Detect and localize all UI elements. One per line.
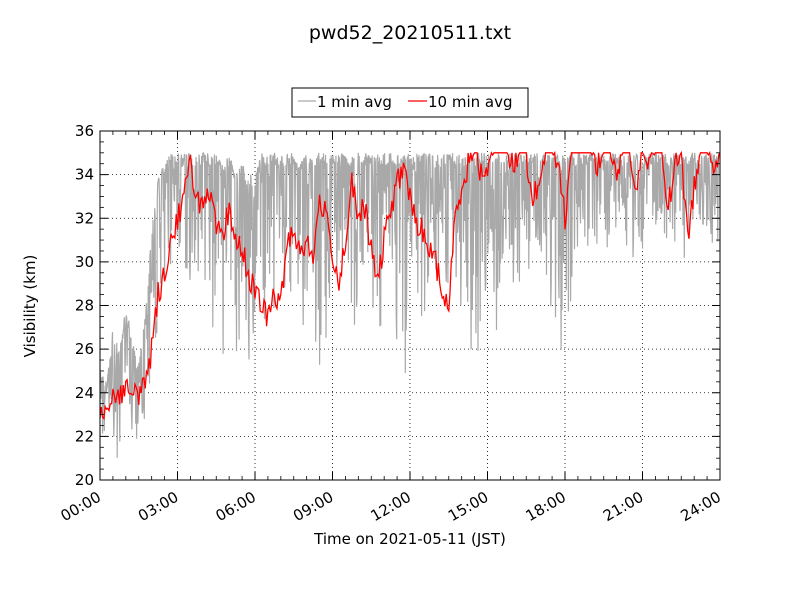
x-tick-label: 21:00 bbox=[600, 488, 646, 525]
x-tick-label: 09:00 bbox=[290, 488, 336, 525]
series-line-10min-avg bbox=[99, 150, 721, 420]
y-tick-label: 28 bbox=[75, 297, 94, 315]
y-axis-label: Visibility (km) bbox=[21, 255, 39, 358]
x-tick-label: 24:00 bbox=[678, 488, 724, 525]
y-tick-label: 32 bbox=[75, 209, 94, 227]
x-tick-label: 15:00 bbox=[445, 488, 491, 525]
series-10min-avg bbox=[99, 150, 721, 420]
chart-title: pwd52_20210511.txt bbox=[309, 22, 511, 44]
y-tick-labels: 20 22 24 26 28 30 32 34 36 bbox=[75, 122, 94, 489]
y-tick-label: 22 bbox=[75, 427, 94, 445]
legend-box bbox=[291, 87, 529, 118]
series-1min-avg bbox=[99, 152, 721, 458]
y-tick-label: 20 bbox=[75, 471, 94, 489]
x-axis-label: Time on 2021-05-11 (JST) bbox=[313, 530, 506, 548]
series-line-1min-avg bbox=[99, 152, 721, 458]
x-tick-label: 12:00 bbox=[368, 488, 414, 525]
x-tick-label: 00:00 bbox=[58, 488, 104, 525]
y-tick-label: 34 bbox=[75, 166, 94, 184]
x-tick-labels: 00:00 03:00 06:00 09:00 12:00 15:00 18:00 21:00… bbox=[58, 488, 724, 525]
x-tick-label: 18:00 bbox=[523, 488, 569, 525]
y-tick-label: 30 bbox=[75, 253, 94, 271]
legend-label-1min: 1 min avg bbox=[317, 93, 392, 111]
axis-ticks bbox=[99, 130, 721, 481]
x-tick-label: 06:00 bbox=[213, 488, 259, 525]
legend: 1 min avg 10 min avg bbox=[291, 87, 529, 118]
y-tick-label: 24 bbox=[75, 384, 94, 402]
x-tick-label: 03:00 bbox=[135, 488, 181, 525]
y-tick-label: 26 bbox=[75, 340, 94, 358]
y-tick-label: 36 bbox=[75, 122, 94, 140]
legend-label-10min: 10 min avg bbox=[428, 93, 513, 111]
